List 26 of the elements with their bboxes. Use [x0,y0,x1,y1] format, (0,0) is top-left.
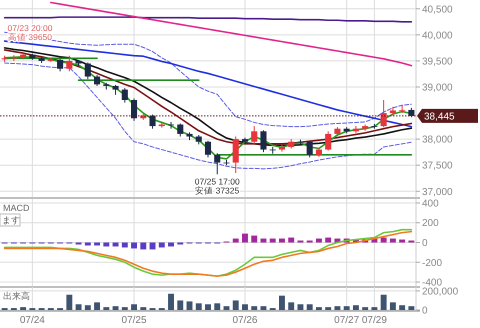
chart-title: 出来高 [3,291,30,301]
x-tick-label: 07/26 [232,315,258,326]
chart-title: MACD [3,203,30,213]
y-tick-label: 39,500 [422,56,454,68]
y-tick-label: 37,500 [422,160,454,172]
ref-line-label: 38,445 [424,111,456,122]
y-tick-label: 37,000 [422,186,454,198]
annotation: 07/23 20:00 [8,23,53,34]
y-tick-label: 0 [422,306,428,316]
x-tick-label: 07/29 [362,315,388,326]
annotation: 安値 37325 [195,185,240,196]
x-tick-label: 07/27 [334,315,360,326]
y-tick-label: -400 [422,278,442,289]
y-tick-label: 40,500 [422,4,454,16]
y-tick-label: 0 [422,238,428,250]
y-tick-label: 200 [422,218,440,230]
y-tick-label: 39,000 [422,82,454,94]
annotation: 07/25 17:00 [194,176,240,186]
y-tick-label: 400 [422,198,440,210]
x-tick-label: 07/25 [122,315,147,326]
y-tick-label: 200,000 [422,286,459,298]
y-tick-label: 40,000 [422,30,454,42]
x-tick-label: 07/24 [20,315,46,326]
y-tick-label: -200 [422,258,442,269]
annotation: ます [2,215,20,225]
y-tick-label: 38,000 [422,134,454,146]
